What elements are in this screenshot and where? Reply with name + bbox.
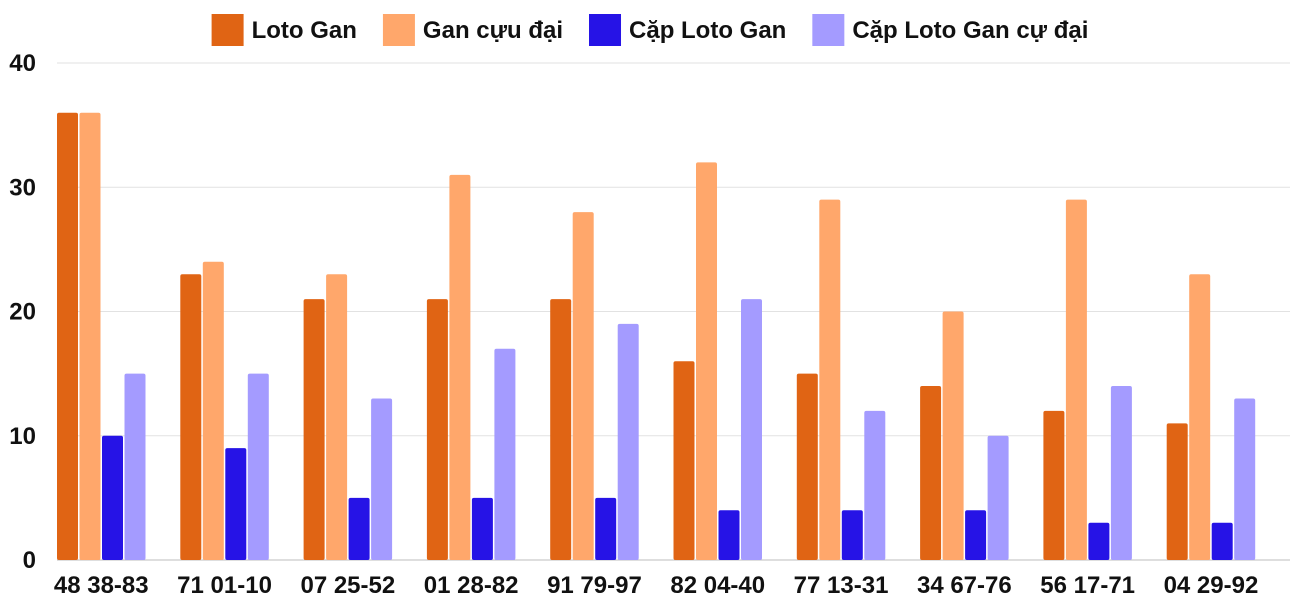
bar-c-p-loto-gan-c-i-2 xyxy=(247,373,269,560)
legend-item-loto-gan: Loto Gan xyxy=(211,14,357,46)
bar-c-p-loto-gan-c-i-9 xyxy=(1110,386,1132,560)
legend-label: Loto Gan xyxy=(252,17,357,44)
bar-loto-gan-7 xyxy=(796,373,818,560)
bar-loto-gan-9 xyxy=(1043,410,1065,560)
bar-loto-gan-3 xyxy=(303,299,325,560)
bar-c-p-loto-gan-1 xyxy=(102,435,123,560)
y-axis: 0 10 20 30 40 xyxy=(9,50,36,574)
bar-c-p-loto-gan-c-i-6 xyxy=(741,299,762,560)
x-tick-label: 82 04-40 xyxy=(670,572,765,599)
x-tick-label: 77 13-31 xyxy=(794,572,889,599)
x-tick-label: 71 01-10 xyxy=(177,572,272,599)
bar-c-p-loto-gan-c-i-4 xyxy=(494,348,516,560)
bar-loto-gan-4 xyxy=(426,299,448,560)
legend-label: Cặp Loto Gan xyxy=(629,17,786,44)
y-tick-label: 10 xyxy=(9,423,36,450)
bar-c-p-loto-gan-c-i-3 xyxy=(371,398,393,560)
legend-swatch xyxy=(589,14,622,46)
bar-gan-c-u-i-1 xyxy=(79,112,101,560)
bar-loto-gan-10 xyxy=(1166,423,1188,560)
legend-swatch xyxy=(812,14,845,46)
bar-gan-c-u-i-8 xyxy=(942,311,964,560)
bar-gan-c-u-i-3 xyxy=(326,274,348,560)
legend-swatch xyxy=(382,14,415,46)
bar-c-p-loto-gan-c-i-5 xyxy=(617,323,639,560)
legend-item-c-p-loto-gan: Cặp Loto Gan xyxy=(589,14,786,46)
bar-gan-c-u-i-7 xyxy=(819,199,841,561)
x-axis: 48 38-83 71 01-10 07 25-52 01 28-82 91 79-97… xyxy=(54,572,1258,599)
bar-gan-c-u-i-6 xyxy=(696,162,717,560)
bar-c-p-loto-gan-5 xyxy=(595,497,617,560)
y-tick-label: 0 xyxy=(23,547,36,574)
x-tick-label: 91 79-97 xyxy=(547,572,642,599)
legend: Loto Gan Gan cựu đại Cặp Loto Gan Cặp Loto … xyxy=(211,14,1088,46)
y-tick-label: 40 xyxy=(9,50,36,77)
bar-gan-c-u-i-2 xyxy=(202,261,224,560)
bar-c-p-loto-gan-c-i-10 xyxy=(1234,398,1256,560)
legend-item-c-p-loto-gan-c-i: Cặp Loto Gan cự đại xyxy=(812,14,1088,46)
bar-c-p-loto-gan-9 xyxy=(1088,522,1110,560)
x-tick-label: 34 67-76 xyxy=(917,572,1012,599)
x-tick-label: 07 25-52 xyxy=(300,572,395,599)
bar-c-p-loto-gan-4 xyxy=(471,497,493,560)
bar-loto-gan-6 xyxy=(673,361,695,560)
bar-c-p-loto-gan-7 xyxy=(841,510,863,560)
bar-loto-gan-2 xyxy=(180,274,202,560)
bar-loto-gan-5 xyxy=(550,299,572,560)
x-tick-label: 04 29-92 xyxy=(1164,572,1259,599)
x-tick-label: 56 17-71 xyxy=(1040,572,1135,599)
x-tick-label: 01 28-82 xyxy=(424,572,519,599)
legend-item-gan-c-u-i: Gan cựu đại xyxy=(382,14,563,46)
bar-c-p-loto-gan-c-i-7 xyxy=(864,410,886,560)
legend-label: Gan cựu đại xyxy=(423,17,563,44)
bar-gan-c-u-i-10 xyxy=(1189,274,1211,560)
bar-gan-c-u-i-9 xyxy=(1065,199,1087,561)
bar-c-p-loto-gan-10 xyxy=(1211,522,1233,560)
bars xyxy=(57,112,1256,561)
y-tick-label: 30 xyxy=(9,174,36,201)
bar-loto-gan-8 xyxy=(920,386,942,560)
bar-gan-c-u-i-5 xyxy=(572,212,594,560)
bar-gan-c-u-i-4 xyxy=(449,174,471,560)
y-tick-label: 20 xyxy=(9,299,36,326)
bar-c-p-loto-gan-3 xyxy=(348,497,370,560)
bar-c-p-loto-gan-2 xyxy=(225,448,247,560)
legend-swatch xyxy=(211,14,244,46)
bar-c-p-loto-gan-6 xyxy=(718,510,740,560)
bar-loto-gan-1 xyxy=(57,112,78,560)
bar-c-p-loto-gan-c-i-1 xyxy=(124,373,146,560)
bar-c-p-loto-gan-c-i-8 xyxy=(987,435,1009,560)
x-tick-label: 48 38-83 xyxy=(54,572,149,599)
legend-label: Cặp Loto Gan cự đại xyxy=(852,17,1088,44)
bar-c-p-loto-gan-8 xyxy=(965,510,987,560)
